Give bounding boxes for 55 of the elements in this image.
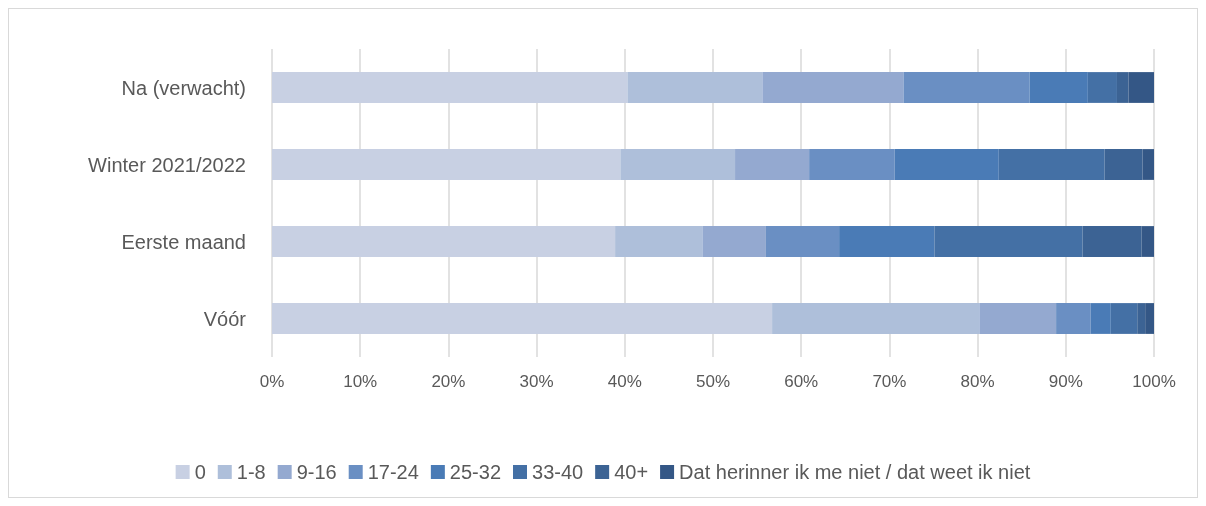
bar — [1110, 303, 1138, 334]
legend-label: 9-16 — [296, 461, 337, 483]
legend-label: 17-24 — [367, 461, 419, 483]
bar — [1141, 226, 1154, 257]
x-tick-label: 20% — [431, 372, 466, 391]
x-tick-label: 50% — [695, 372, 731, 391]
x-tick-label: 0% — [259, 372, 285, 391]
x-tick-label: 10% — [343, 372, 378, 391]
bar — [1090, 303, 1111, 334]
bar — [1104, 149, 1143, 180]
legend-label: 25-32 — [449, 461, 502, 483]
legend-label: 40+ — [614, 461, 649, 483]
bar — [1128, 72, 1154, 103]
bar — [735, 149, 810, 180]
bar — [903, 72, 1030, 103]
bar — [615, 226, 703, 257]
legend-label: 33-40 — [532, 461, 584, 483]
y-tick-label: Winter 2021/2022 — [88, 153, 246, 176]
bar — [979, 303, 1057, 334]
bar — [839, 226, 935, 257]
x-tick-label: 40% — [607, 372, 642, 391]
bar — [272, 226, 616, 257]
bar — [1082, 226, 1142, 257]
bar — [1137, 303, 1146, 334]
x-tick-label: 100% — [1132, 372, 1176, 391]
legend-label: 0 — [194, 461, 206, 483]
bar — [272, 149, 621, 180]
bar — [272, 72, 628, 103]
y-tick-label: Na (verwacht) — [121, 76, 246, 99]
bar — [620, 149, 736, 180]
bar — [934, 226, 1083, 257]
y-tick-label: Vóór — [203, 307, 247, 330]
bar — [809, 149, 895, 180]
bar — [627, 72, 763, 103]
bar — [1029, 72, 1088, 103]
bar — [1116, 72, 1129, 103]
bar — [894, 149, 999, 180]
legend-label: Dat herinner ik me niet / dat weet ik niet — [679, 461, 1031, 483]
x-tick-label: 90% — [1048, 372, 1083, 391]
x-tick-label: 80% — [960, 372, 995, 391]
x-tick-label: 30% — [519, 372, 554, 391]
bar — [272, 303, 773, 334]
x-tick-label: 70% — [872, 372, 907, 391]
bar — [1087, 72, 1117, 103]
bar — [1142, 149, 1154, 180]
bar — [765, 226, 840, 257]
y-tick-label: Eerste maand — [121, 230, 246, 253]
x-tick-label: 60% — [784, 372, 819, 391]
bar — [1056, 303, 1091, 334]
legend-label: 1-8 — [236, 461, 266, 483]
bar — [702, 226, 766, 257]
bar — [772, 303, 980, 334]
bar — [998, 149, 1105, 180]
bar — [762, 72, 904, 103]
bar — [1145, 303, 1154, 334]
